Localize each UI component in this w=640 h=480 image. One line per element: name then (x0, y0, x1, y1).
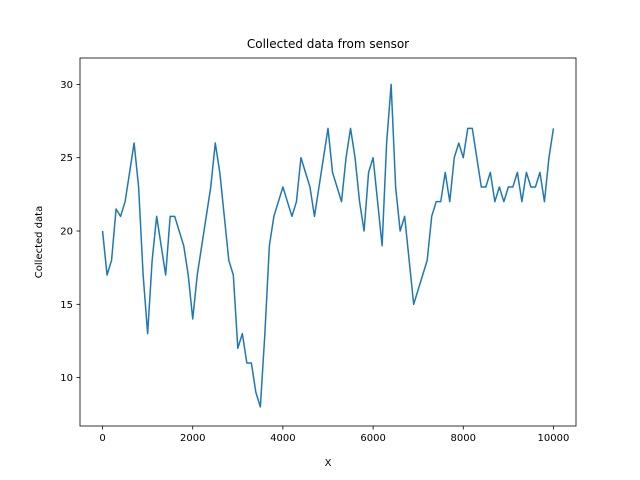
chart-title: Collected data from sensor (247, 37, 409, 51)
plot-frame (79, 57, 577, 427)
x-axis-label: X (325, 458, 332, 469)
data-line (101, 83, 555, 408)
x-tick-label: 6000 (360, 433, 385, 444)
y-tick-label: 30 (60, 80, 73, 91)
y-axis-label: Collected data (34, 206, 45, 278)
x-tick-label: 2000 (180, 433, 205, 444)
y-tick-label: 15 (60, 300, 73, 311)
y-tick-label: 10 (60, 373, 73, 384)
x-tick-label: 8000 (451, 433, 476, 444)
y-tick-label: 20 (60, 227, 73, 238)
y-tick-label: 25 (60, 153, 73, 164)
x-tick-label: 4000 (270, 433, 295, 444)
x-tick-label: 0 (99, 433, 105, 444)
x-tick-label: 10000 (538, 433, 570, 444)
